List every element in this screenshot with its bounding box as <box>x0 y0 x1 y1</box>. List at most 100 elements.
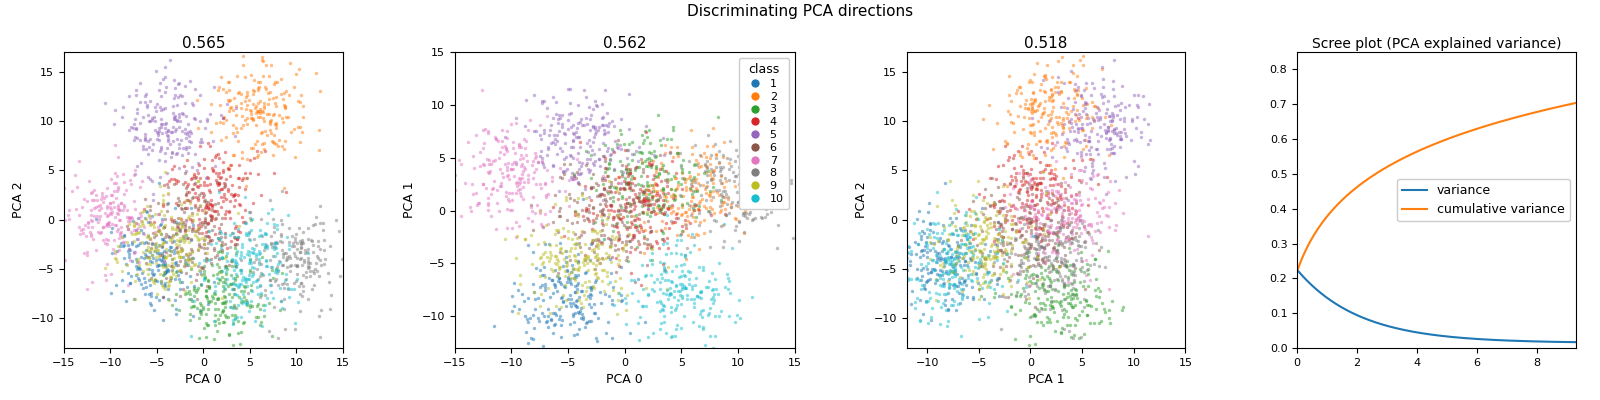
Point <box>254 245 280 252</box>
Point <box>242 141 267 148</box>
Point <box>541 219 566 226</box>
Point <box>1064 221 1090 228</box>
Point <box>960 254 986 260</box>
Point <box>571 279 597 286</box>
Point <box>541 115 566 121</box>
Point <box>606 144 632 151</box>
Point <box>187 182 213 188</box>
Point <box>669 295 694 302</box>
Point <box>214 116 240 123</box>
Point <box>643 152 669 159</box>
Point <box>915 288 941 295</box>
Point <box>998 242 1024 248</box>
Point <box>565 304 590 310</box>
Point <box>968 257 994 264</box>
Point <box>149 244 174 250</box>
Point <box>1030 221 1056 228</box>
Point <box>555 259 581 265</box>
Point <box>253 128 278 134</box>
Point <box>579 152 605 158</box>
Point <box>270 251 296 257</box>
Point <box>542 98 568 105</box>
Point <box>650 230 675 237</box>
Point <box>224 112 250 118</box>
Point <box>597 164 622 171</box>
Point <box>1038 170 1064 176</box>
Point <box>627 314 653 321</box>
Point <box>981 248 1006 254</box>
Point <box>936 261 962 267</box>
Point <box>715 194 741 200</box>
Point <box>288 249 314 256</box>
Point <box>1059 291 1085 298</box>
Point <box>1026 349 1051 356</box>
Point <box>909 266 934 273</box>
Point <box>650 162 675 168</box>
Point <box>662 307 688 314</box>
Point <box>658 285 683 291</box>
Point <box>546 229 571 236</box>
cumulative variance <box>1458 130 1477 134</box>
Point <box>181 261 206 268</box>
Point <box>610 207 635 214</box>
Point <box>1080 114 1106 120</box>
Point <box>1043 328 1069 334</box>
Point <box>235 102 261 108</box>
Point <box>186 162 211 168</box>
Point <box>894 243 920 250</box>
Point <box>181 217 206 224</box>
Point <box>1042 257 1067 263</box>
Point <box>168 201 194 208</box>
Point <box>933 291 958 297</box>
Point <box>520 208 546 214</box>
Point <box>1059 124 1085 130</box>
Point <box>986 225 1011 232</box>
Point <box>1056 236 1082 242</box>
Point <box>494 128 520 134</box>
Point <box>270 239 296 245</box>
Point <box>539 178 565 184</box>
Point <box>626 158 651 165</box>
Point <box>290 114 315 120</box>
Point <box>618 182 643 189</box>
Point <box>629 208 654 215</box>
Point <box>998 235 1024 242</box>
Point <box>483 136 509 143</box>
Point <box>307 88 333 94</box>
Point <box>661 294 686 300</box>
Point <box>1046 262 1072 269</box>
Point <box>680 286 706 292</box>
Point <box>1066 87 1091 94</box>
Point <box>203 208 229 214</box>
Point <box>910 218 936 224</box>
Point <box>1064 136 1090 142</box>
Point <box>146 223 171 230</box>
Point <box>658 334 683 340</box>
Point <box>246 260 272 267</box>
Point <box>1107 100 1133 107</box>
Point <box>1112 130 1138 136</box>
Point <box>163 151 189 158</box>
Point <box>573 253 598 259</box>
Point <box>1019 79 1045 85</box>
Point <box>222 133 248 140</box>
Point <box>1080 237 1106 244</box>
Point <box>136 212 162 219</box>
Point <box>606 215 632 222</box>
Point <box>152 269 178 275</box>
Point <box>165 214 190 221</box>
Point <box>213 298 238 304</box>
Point <box>523 264 549 271</box>
Point <box>256 328 282 334</box>
Point <box>941 269 966 276</box>
Point <box>168 137 194 143</box>
Point <box>1010 214 1035 220</box>
Point <box>195 277 221 283</box>
Point <box>464 132 490 138</box>
Point <box>560 173 586 179</box>
Point <box>1019 275 1045 282</box>
Point <box>954 250 979 256</box>
Point <box>1018 198 1043 204</box>
Point <box>162 217 187 224</box>
Point <box>142 241 168 247</box>
